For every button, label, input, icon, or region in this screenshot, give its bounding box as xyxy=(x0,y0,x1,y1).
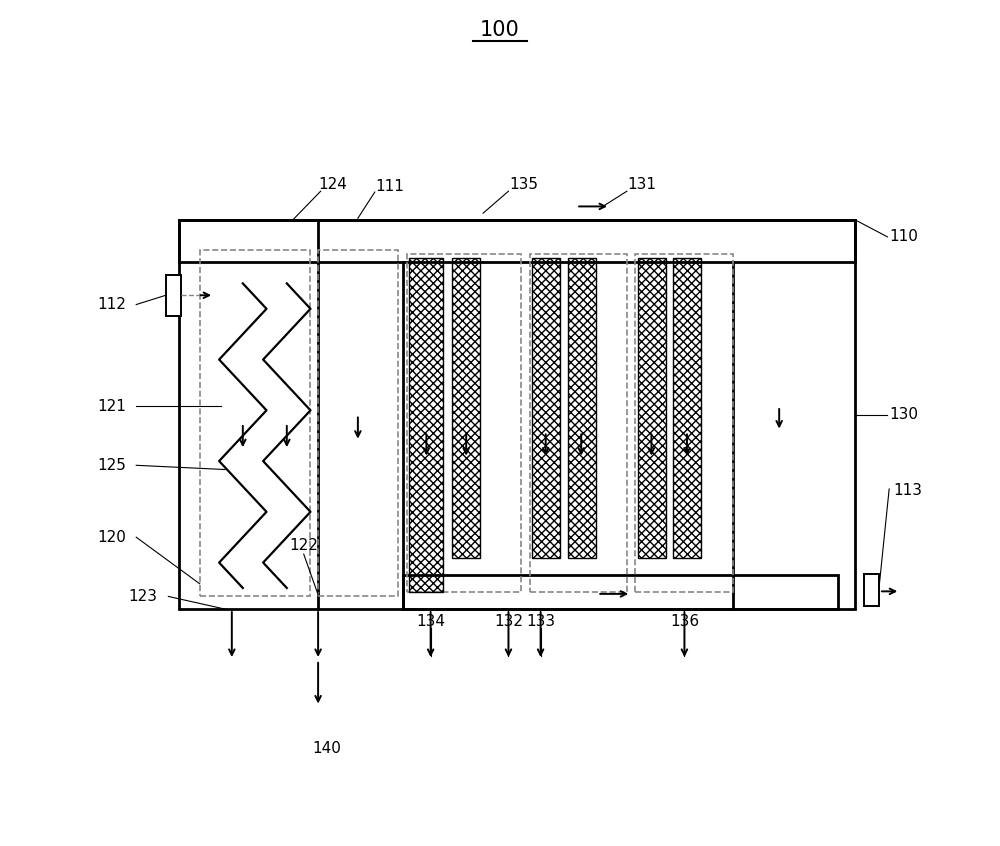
Text: 130: 130 xyxy=(889,407,918,422)
Text: 134: 134 xyxy=(416,614,445,629)
Bar xyxy=(409,258,443,592)
Bar xyxy=(200,250,310,596)
Text: 133: 133 xyxy=(526,614,555,629)
Bar xyxy=(568,258,596,558)
Bar xyxy=(530,254,627,592)
Text: 125: 125 xyxy=(97,458,126,473)
Bar xyxy=(638,258,666,558)
Text: 140: 140 xyxy=(312,741,341,756)
Bar xyxy=(179,220,855,262)
Text: 110: 110 xyxy=(889,229,918,244)
Text: 132: 132 xyxy=(494,614,523,629)
Text: 123: 123 xyxy=(128,589,157,604)
Bar xyxy=(407,254,521,592)
Bar xyxy=(318,250,398,596)
Text: 100: 100 xyxy=(480,19,520,40)
Bar xyxy=(532,258,560,558)
Text: 135: 135 xyxy=(509,177,538,192)
Bar xyxy=(673,258,701,558)
Bar xyxy=(403,575,838,609)
Text: 112: 112 xyxy=(97,297,126,312)
Text: 121: 121 xyxy=(97,398,126,414)
Text: 131: 131 xyxy=(628,177,657,192)
Text: 124: 124 xyxy=(318,177,347,192)
Bar xyxy=(635,254,733,592)
Bar xyxy=(864,574,879,606)
Text: 113: 113 xyxy=(893,483,922,498)
Bar xyxy=(179,220,855,609)
Text: 136: 136 xyxy=(670,614,699,629)
Text: 111: 111 xyxy=(376,179,404,194)
Text: 120: 120 xyxy=(97,530,126,545)
Text: 122: 122 xyxy=(289,538,318,553)
Bar xyxy=(166,275,181,316)
Bar xyxy=(452,258,480,558)
